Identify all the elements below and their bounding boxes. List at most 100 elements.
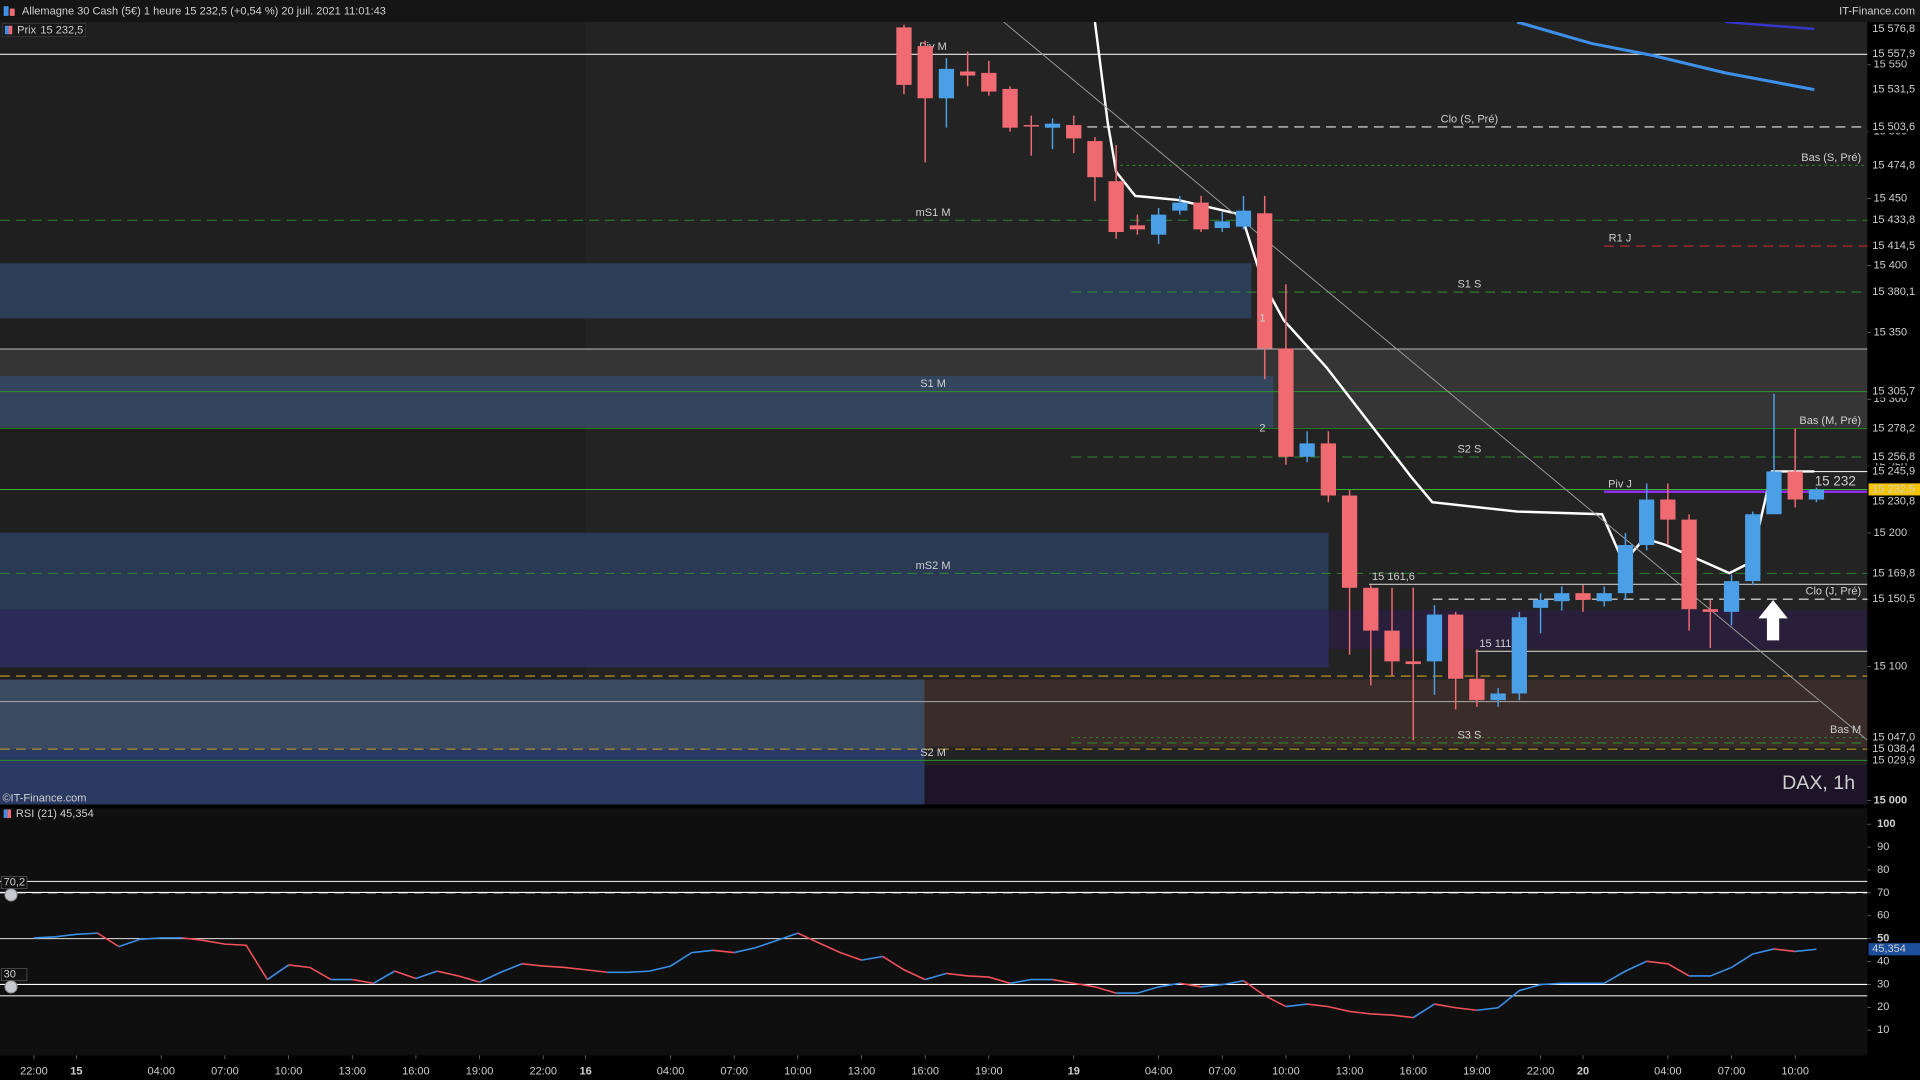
y-tick-label: 15 200 xyxy=(1873,527,1907,539)
price-badge: 15 531,5 xyxy=(1872,83,1915,95)
x-tick-label: 22:00 xyxy=(529,1065,557,1077)
y-tick-label: 30 xyxy=(1877,978,1889,990)
x-tick-label: 22:00 xyxy=(1527,1065,1555,1077)
price-badge: 15 433,8 xyxy=(1872,214,1915,226)
candle-body xyxy=(1617,545,1634,594)
y-tick-label: 20 xyxy=(1877,1001,1889,1013)
annotation: 1 xyxy=(1259,312,1265,324)
price-badge: 15 503,6 xyxy=(1872,121,1915,133)
candle-body xyxy=(1002,88,1018,128)
level-label: S1 M xyxy=(920,378,946,390)
legend-box xyxy=(2,22,87,38)
rsi-legend-value: 45,354 xyxy=(60,808,94,820)
price-badge: 15 245,9 xyxy=(1872,465,1915,477)
y-tick-label: 10 xyxy=(1877,1024,1889,1036)
credit: ©IT-Finance.com xyxy=(2,792,86,804)
candle-body xyxy=(1511,617,1527,694)
candle-body xyxy=(1745,514,1761,582)
rsi-pane xyxy=(0,808,1868,1056)
rsi-line xyxy=(394,970,417,980)
price-badge: 15 380,1 xyxy=(1872,286,1915,298)
rsi-badge-bg xyxy=(1868,943,1920,956)
level-label: mS1 M xyxy=(916,207,951,219)
x-tick-label: 19:00 xyxy=(466,1065,494,1077)
price-badge: 15 047,0 xyxy=(1872,732,1915,744)
rsi-line xyxy=(182,937,269,981)
price-badge-bg xyxy=(1868,83,1920,96)
y-tick-label: 100 xyxy=(1877,818,1895,830)
level-label: S3 S xyxy=(1457,730,1481,742)
indicator-line xyxy=(1003,22,1868,741)
rsi-legend: RSI (21) xyxy=(16,808,57,820)
candle-body xyxy=(1066,125,1082,139)
x-tick-label: 04:00 xyxy=(1145,1065,1173,1077)
top-bar xyxy=(0,0,1920,23)
x-tick-label: 22:00 xyxy=(20,1065,48,1077)
price-badge: 15 232,5 xyxy=(1872,483,1915,495)
x-tick-label: 04:00 xyxy=(147,1065,175,1077)
x-tick-label: 07:00 xyxy=(211,1065,239,1077)
candle-body xyxy=(1384,630,1400,662)
price-badge: 15 414,5 xyxy=(1872,240,1915,252)
rsi-line xyxy=(33,932,98,939)
price-badge: 15 557,9 xyxy=(1872,48,1915,60)
y-tick-label: 80 xyxy=(1877,864,1889,876)
candle-body xyxy=(1766,471,1782,515)
price-badge-bg xyxy=(1868,48,1920,61)
rsi-level-label: 30 xyxy=(4,969,16,981)
candle-body xyxy=(1639,499,1655,546)
rsi-line xyxy=(797,932,862,961)
rsi-level-handle xyxy=(4,980,18,994)
x-tick-label: 16:00 xyxy=(1399,1065,1427,1077)
x-tick-label: 10:00 xyxy=(275,1065,303,1077)
rsi-line xyxy=(479,963,523,983)
candle-body xyxy=(1087,141,1103,178)
price-badge-bg xyxy=(1868,239,1920,253)
candle-body xyxy=(1214,221,1230,229)
icon xyxy=(3,809,8,818)
x-tick-label: 20 xyxy=(1577,1065,1589,1077)
price-badge: 15 256,8 xyxy=(1872,451,1915,463)
candle-body xyxy=(1023,125,1039,127)
candle-body xyxy=(1299,443,1315,457)
rsi-line xyxy=(1412,1003,1435,1019)
rsi-level-box xyxy=(0,876,28,890)
price-badge-bg xyxy=(1868,22,1920,36)
y-tick-label: 15 100 xyxy=(1873,661,1907,673)
level-label: S2 M xyxy=(920,747,946,759)
level-label: 15 232 xyxy=(1815,474,1856,489)
y-tick-label: 15 300 xyxy=(1873,393,1907,405)
level-label: S2 S xyxy=(1457,444,1481,456)
candle-body xyxy=(1405,661,1421,665)
rsi-level-handle xyxy=(4,888,18,902)
rsi-line xyxy=(288,964,332,981)
y-tick-label: 15 550 xyxy=(1873,59,1907,71)
rsi-line xyxy=(1052,978,1117,994)
candle-body xyxy=(917,46,933,99)
candle-body xyxy=(1172,202,1188,211)
y-tick-label: 15 000 xyxy=(1873,794,1907,806)
rsi-line xyxy=(1795,948,1817,953)
rsi-line xyxy=(352,978,374,985)
candle-body xyxy=(1554,593,1570,602)
icon xyxy=(3,6,9,16)
candle-body xyxy=(959,71,976,76)
arrow xyxy=(1758,600,1788,641)
brand: IT-Finance.com xyxy=(1839,6,1915,18)
candle-body xyxy=(1235,210,1252,227)
candle-body xyxy=(1193,202,1209,230)
rsi-line xyxy=(1307,1003,1414,1019)
rsi-line xyxy=(415,970,438,980)
rsi-line xyxy=(1476,960,1647,1012)
x-tick-label: 07:00 xyxy=(1208,1065,1236,1077)
y-tick-label: 90 xyxy=(1877,841,1889,853)
icon xyxy=(8,25,13,35)
price-badge-bg xyxy=(1868,450,1920,464)
level-label: 15 111,5 xyxy=(1479,638,1520,650)
price-badge: 15 305,7 xyxy=(1872,386,1915,398)
price-badge-bg xyxy=(1868,120,1920,134)
level-label: Clo (J, Pré) xyxy=(1806,586,1862,598)
rsi-line xyxy=(882,955,926,981)
y-tick-label: 15 350 xyxy=(1873,326,1907,338)
